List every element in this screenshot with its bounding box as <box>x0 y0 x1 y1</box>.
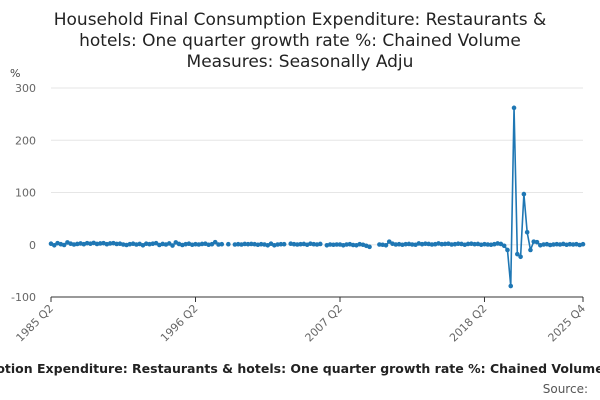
data-point <box>327 242 333 247</box>
data-point <box>334 242 340 247</box>
data-point <box>367 244 372 250</box>
data-point <box>114 241 119 247</box>
y-axis-ticks: 300 200 100 0 -100 <box>11 82 36 304</box>
x-tick-label: 2025 Q4 <box>546 302 589 345</box>
source-label: Source: <box>543 382 588 396</box>
data-point <box>439 241 445 247</box>
data-point <box>528 247 533 253</box>
footer-caption: otion Expenditure: Restaurants & hotels:… <box>0 361 600 376</box>
data-point <box>449 242 454 247</box>
data-point <box>275 242 280 247</box>
data-point <box>242 241 248 247</box>
data-point <box>524 229 530 235</box>
data-point <box>485 242 491 247</box>
x-tick-label: 2018 Q2 <box>447 302 490 345</box>
data-point <box>344 242 349 247</box>
data-point <box>219 241 225 247</box>
data-point <box>278 241 284 247</box>
data-point <box>541 242 546 247</box>
data-point <box>350 242 356 248</box>
x-tick-label: 1996 Q2 <box>158 302 201 345</box>
data-point <box>429 242 435 247</box>
data-point <box>386 239 392 244</box>
data-point <box>331 242 336 248</box>
data-point <box>245 241 251 247</box>
data-point <box>515 251 520 257</box>
series-path <box>379 107 584 287</box>
data-point <box>508 283 514 289</box>
data-point <box>193 241 198 247</box>
y-tick-label: 100 <box>15 187 36 200</box>
data-point <box>209 241 215 247</box>
data-point <box>281 241 287 247</box>
data-point <box>518 254 523 260</box>
data-point <box>51 242 57 248</box>
data-point <box>249 241 254 247</box>
data-point <box>317 241 323 247</box>
data-point <box>482 241 487 247</box>
data-point <box>311 241 317 247</box>
chart-title-line-1: Household Final Consumption Expenditure:… <box>54 10 547 30</box>
y-axis-unit: % <box>10 67 20 80</box>
x-axis: 1985 Q2 1996 Q2 2007 Q2 2018 Q2 2025 Q4 <box>14 296 589 345</box>
data-point <box>170 243 175 248</box>
data-point <box>383 242 389 248</box>
data-point <box>465 241 471 247</box>
data-point <box>393 242 399 247</box>
data-point <box>567 241 573 247</box>
data-point <box>511 105 517 111</box>
data-point <box>534 239 540 245</box>
data-point <box>505 247 510 253</box>
data-point <box>570 242 576 247</box>
data-point <box>409 242 415 247</box>
data-point <box>554 241 560 247</box>
data-point <box>258 241 264 247</box>
data-point <box>232 242 238 247</box>
y-tick-label: 300 <box>15 82 36 95</box>
data-point <box>403 241 408 247</box>
data-point <box>521 191 527 197</box>
data-point <box>472 241 477 247</box>
data-point <box>295 242 300 247</box>
chart-title-line-3: Measures: Seasonally Adju <box>187 52 414 72</box>
data-point <box>291 241 297 247</box>
y-tick-label: 200 <box>15 134 36 147</box>
data-point <box>455 241 461 246</box>
data-point <box>199 241 205 247</box>
data-point <box>377 242 382 247</box>
data-point <box>97 241 103 246</box>
data-point <box>551 242 556 247</box>
gridlines <box>51 87 583 246</box>
data-point <box>298 241 303 247</box>
chart-title-line-2: hotels: One quarter growth rate %: Chain… <box>79 31 521 51</box>
data-point <box>235 241 241 247</box>
data-point <box>216 242 221 247</box>
data-point <box>226 241 231 247</box>
x-tick-label: 2007 Q2 <box>303 302 346 345</box>
data-point <box>107 241 113 246</box>
data-point <box>61 242 67 248</box>
data-point <box>580 241 586 247</box>
data-point <box>212 239 218 245</box>
y-tick-label: -100 <box>11 291 36 304</box>
y-tick-label: 0 <box>29 239 36 252</box>
chart-title: Household Final Consumption Expenditure:… <box>54 10 547 72</box>
data-point <box>501 243 507 249</box>
data-point <box>423 241 428 246</box>
data-point <box>166 241 172 246</box>
data-point <box>442 241 448 247</box>
x-tick-label: 1985 Q2 <box>14 302 57 345</box>
series-line <box>48 105 586 289</box>
